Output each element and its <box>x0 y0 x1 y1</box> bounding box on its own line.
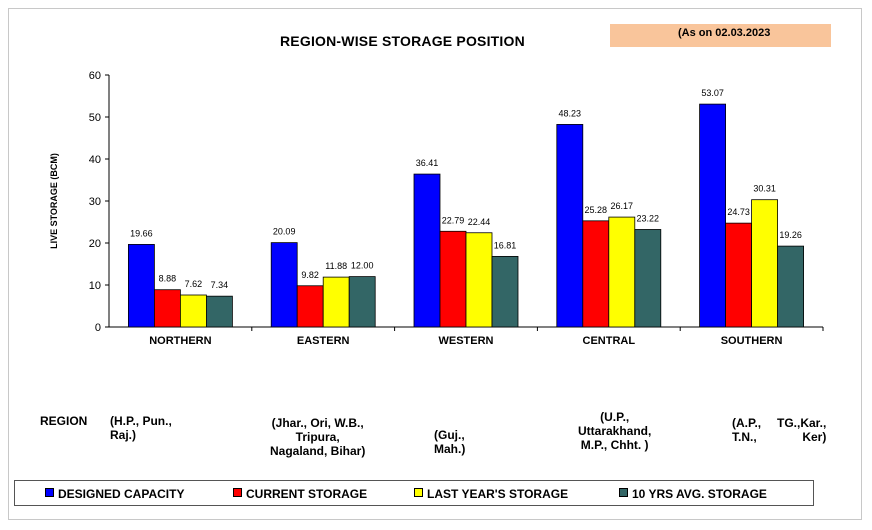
legend-label: 10 YRS AVG. STORAGE <box>632 487 767 501</box>
region-line: M.P., Chht. ) <box>580 438 649 452</box>
y-tick-label: 10 <box>89 280 101 292</box>
region-western-states: (Guj., Mah.) <box>434 428 465 456</box>
legend-swatch <box>45 488 54 497</box>
region-line: T.N., <box>732 430 757 444</box>
bar-current-storage <box>725 222 752 328</box>
chart-title: REGION-WISE STORAGE POSITION <box>280 33 525 49</box>
bar-10-yrs-avg-storage <box>634 229 662 328</box>
legend-label: CURRENT STORAGE <box>246 487 368 501</box>
bar-current-storage <box>296 285 324 328</box>
data-label: 19.26 <box>779 230 802 240</box>
chart-axes: 0 10 20 30 40 50 60 LIVE STORAGE (BCM) <box>49 70 824 334</box>
region-line: Nagaland, Bihar) <box>270 444 366 458</box>
region-northern-states: (H.P., Pun., Raj.) <box>110 414 172 442</box>
region-line: Mah.) <box>434 442 466 456</box>
region-central-states: (U.P., Uttarakhand, M.P., Chht. ) <box>578 410 651 452</box>
data-label: 7.34 <box>211 280 229 290</box>
x-category-label: WESTERN <box>439 335 494 347</box>
bar-current-storage <box>439 230 467 328</box>
legend-item-current: CURRENT STORAGE <box>233 487 367 501</box>
region-line: Ker) <box>802 430 827 444</box>
x-category-label: EASTERN <box>297 335 350 347</box>
region-line: (A.P., <box>732 416 762 430</box>
region-southern-states-b: TG.,Kar., Ker) <box>777 416 826 444</box>
legend-label: LAST YEAR'S STORAGE <box>427 487 569 501</box>
bar-last-year-s-storage <box>751 199 778 328</box>
data-label: 19.66 <box>130 228 153 238</box>
y-tick-label: 40 <box>89 154 101 166</box>
region-line: Raj.) <box>110 428 137 442</box>
y-tick-label: 50 <box>89 112 101 124</box>
bar-designed-capacity <box>556 124 584 328</box>
x-category-label: CENTRAL <box>583 335 636 347</box>
as-on-date-badge: (As on 02.03.2023 <box>610 24 831 47</box>
bar-last-year-s-storage <box>179 294 207 328</box>
data-label: 30.31 <box>753 184 776 194</box>
data-label: 9.82 <box>301 270 319 280</box>
bar-current-storage <box>153 289 181 328</box>
chart-labels: NORTHERN 19.66 8.88 7.62 7.34 EASTERN 20.09 9.8… <box>130 88 802 347</box>
region-line: (H.P., Pun., <box>110 414 172 428</box>
chart-legend: DESIGNED CAPACITY CURRENT STORAGE LAST Y… <box>14 480 814 506</box>
region-heading: REGION <box>40 414 88 428</box>
legend-item-designed: DESIGNED CAPACITY <box>45 487 184 501</box>
bar-last-year-s-storage <box>465 232 493 328</box>
legend-swatch <box>233 488 242 497</box>
chart-frame <box>8 8 862 520</box>
y-tick-label: 30 <box>89 196 101 208</box>
data-label: 48.23 <box>559 108 582 118</box>
bar-10-yrs-avg-storage <box>205 295 233 328</box>
bar-designed-capacity <box>127 244 155 328</box>
bar-designed-capacity <box>413 173 441 328</box>
data-label: 20.09 <box>273 227 296 237</box>
data-label: 26.17 <box>611 201 634 211</box>
bar-last-year-s-storage <box>322 276 350 328</box>
bar-10-yrs-avg-storage <box>491 255 519 328</box>
bar-current-storage <box>582 220 610 328</box>
region-line: Tripura, <box>295 430 340 444</box>
region-line: (Guj., <box>434 428 465 442</box>
data-label: 25.28 <box>585 205 608 215</box>
data-label: 12.00 <box>351 261 374 271</box>
y-tick-label: 60 <box>89 70 101 82</box>
region-southern-states-a: (A.P., T.N., <box>732 416 761 444</box>
y-axis-title: LIVE STORAGE (BCM) <box>49 153 59 249</box>
region-line: TG.,Kar., <box>777 416 827 430</box>
chart-bars <box>127 103 804 328</box>
data-label: 7.62 <box>185 279 203 289</box>
x-category-label: SOUTHERN <box>721 335 783 347</box>
data-label: 11.88 <box>325 261 347 271</box>
data-label: 24.73 <box>727 207 750 217</box>
data-label: 16.81 <box>494 240 517 250</box>
region-line: Uttarakhand, <box>578 424 652 438</box>
data-label: 8.88 <box>159 274 177 284</box>
region-line: (U.P., <box>600 410 630 424</box>
bar-10-yrs-avg-storage <box>348 276 376 328</box>
region-line: (Jhar., Ori, W.B., <box>271 416 364 430</box>
bar-10-yrs-avg-storage <box>777 245 804 328</box>
data-label: 36.41 <box>416 158 439 168</box>
x-category-label: NORTHERN <box>149 335 211 347</box>
legend-item-10yr-avg: 10 YRS AVG. STORAGE <box>619 487 767 501</box>
data-label: 53.07 <box>701 88 724 98</box>
legend-swatch <box>619 488 628 497</box>
bar-designed-capacity <box>699 103 726 328</box>
region-eastern-states: (Jhar., Ori, W.B., Tripura, Nagaland, Bi… <box>270 416 365 458</box>
data-label: 22.44 <box>468 217 491 227</box>
bar-designed-capacity <box>270 242 298 328</box>
y-tick-label: 0 <box>95 322 101 334</box>
legend-item-last-year: LAST YEAR'S STORAGE <box>414 487 568 501</box>
data-label: 22.79 <box>442 215 465 225</box>
legend-label: DESIGNED CAPACITY <box>58 487 185 501</box>
bar-last-year-s-storage <box>608 216 636 328</box>
data-label: 23.22 <box>637 213 660 223</box>
legend-swatch <box>414 488 423 497</box>
y-tick-label: 20 <box>89 238 101 250</box>
